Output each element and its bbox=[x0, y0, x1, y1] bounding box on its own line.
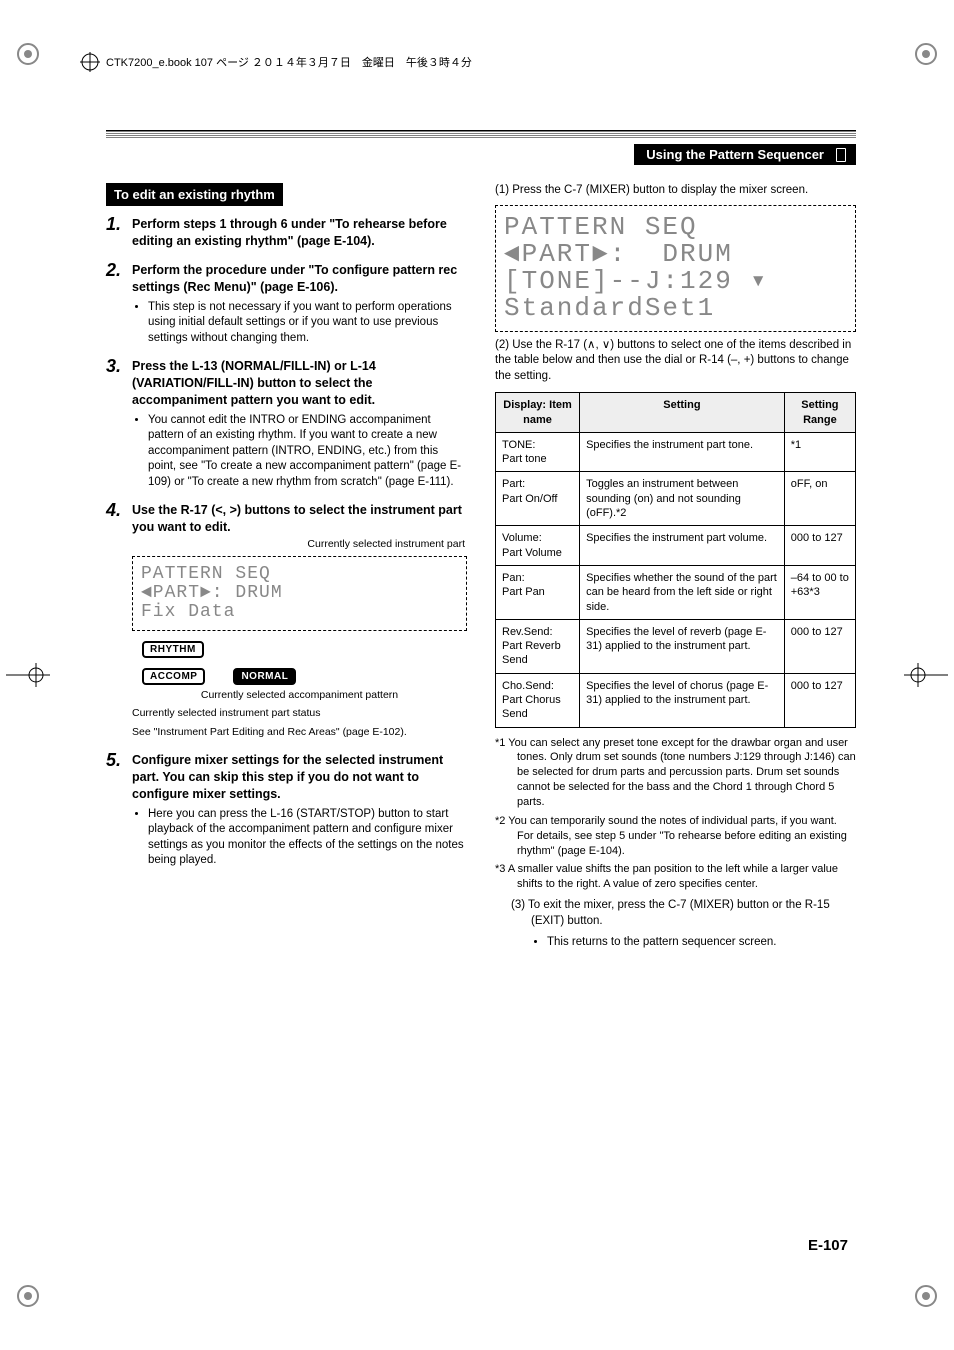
step-title: Perform steps 1 through 6 under "To rehe… bbox=[132, 216, 467, 250]
step-title: Configure mixer settings for the selecte… bbox=[132, 752, 467, 803]
reg-mark-icon bbox=[14, 40, 42, 68]
substep-3: (3) To exit the mixer, press the C-7 (MI… bbox=[495, 898, 856, 929]
reg-cross-icon bbox=[904, 663, 948, 687]
footnote: *3 A smaller value shifts the pan positi… bbox=[495, 862, 856, 892]
td: *1 bbox=[784, 432, 855, 472]
book-header: CTK7200_e.book 107 ページ ２０１４年３月７日 金曜日 午後３… bbox=[80, 52, 472, 72]
subheading: To edit an existing rhythm bbox=[106, 183, 283, 206]
td: Part: Part On/Off bbox=[496, 472, 580, 526]
lcd-caption: Currently selected accompaniment pattern bbox=[132, 689, 467, 701]
td: Toggles an instrument between sounding (… bbox=[580, 472, 785, 526]
lcd-caption: Currently selected instrument part bbox=[134, 538, 465, 550]
td: Specifies whether the sound of the part … bbox=[580, 565, 785, 619]
lcd-display: PATTERN SEQ ◄PART►: DRUM [TONE]--J:129 ▾… bbox=[495, 205, 856, 332]
accomp-badge: ACCOMP bbox=[142, 668, 205, 685]
substep-1: (1) Press the C-7 (MIXER) button to disp… bbox=[495, 183, 856, 199]
rule-lines bbox=[106, 130, 856, 138]
td: Cho.Send: Part Chorus Send bbox=[496, 673, 580, 727]
td: Pan: Part Pan bbox=[496, 565, 580, 619]
bullet: This step is not necessary if you want t… bbox=[148, 300, 467, 347]
reg-cross-icon bbox=[6, 663, 50, 687]
section-title: Using the Pattern Sequencer bbox=[634, 144, 856, 165]
step-2: Perform the procedure under "To configur… bbox=[106, 262, 467, 346]
td: TONE: Part tone bbox=[496, 432, 580, 472]
td: Specifies the instrument part tone. bbox=[580, 432, 785, 472]
step-title: Use the R-17 (<, >) buttons to select th… bbox=[132, 502, 467, 536]
step-4: Use the R-17 (<, >) buttons to select th… bbox=[106, 502, 467, 740]
bullet: This returns to the pattern sequencer sc… bbox=[547, 935, 856, 951]
reg-mark-icon bbox=[912, 1282, 940, 1310]
reg-mark-icon bbox=[14, 1282, 42, 1310]
reg-mark-icon bbox=[912, 40, 940, 68]
th: Setting Range bbox=[784, 393, 855, 433]
td: 000 to 127 bbox=[784, 673, 855, 727]
td: Specifies the level of chorus (page E-31… bbox=[580, 673, 785, 727]
step-1: Perform steps 1 through 6 under "To rehe… bbox=[106, 216, 467, 250]
substep-2: (2) Use the R-17 (∧, ∨) buttons to selec… bbox=[495, 338, 856, 385]
bullet: You cannot edit the INTRO or ENDING acco… bbox=[148, 413, 467, 491]
td: –64 to 00 to +63*3 bbox=[784, 565, 855, 619]
page-number: E-107 bbox=[808, 1237, 848, 1254]
th: Setting bbox=[580, 393, 785, 433]
td: oFF, on bbox=[784, 472, 855, 526]
step-3: Press the L-13 (NORMAL/FILL-IN) or L-14 … bbox=[106, 358, 467, 490]
bullet: Here you can press the L-16 (START/STOP)… bbox=[148, 807, 467, 869]
lcd-text: PATTERN SEQ ◄PART►: DRUM [TONE]--J:129 ▾… bbox=[500, 210, 851, 327]
step-5: Configure mixer settings for the selecte… bbox=[106, 752, 467, 869]
note: Currently selected instrument part statu… bbox=[132, 707, 467, 721]
step-title: Perform the procedure under "To configur… bbox=[132, 262, 467, 296]
normal-badge: NORMAL bbox=[233, 668, 296, 685]
td: 000 to 127 bbox=[784, 526, 855, 566]
td: Volume: Part Volume bbox=[496, 526, 580, 566]
td: Specifies the level of reverb (page E-31… bbox=[580, 619, 785, 673]
settings-table: Display: Item name Setting Setting Range… bbox=[495, 392, 856, 727]
footnotes: *1 You can select any preset tone except… bbox=[495, 736, 856, 892]
td: Specifies the instrument part volume. bbox=[580, 526, 785, 566]
book-header-text: CTK7200_e.book 107 ページ ２０１４年３月７日 金曜日 午後３… bbox=[106, 54, 472, 70]
lcd-display: PATTERN SEQ ◄PART►: DRUM Fix Data bbox=[132, 556, 467, 631]
rhythm-badge: RHYTHM bbox=[142, 641, 204, 658]
td: Rev.Send: Part Reverb Send bbox=[496, 619, 580, 673]
step-title: Press the L-13 (NORMAL/FILL-IN) or L-14 … bbox=[132, 358, 467, 409]
lcd-text: PATTERN SEQ ◄PART►: DRUM Fix Data bbox=[137, 561, 462, 626]
target-icon bbox=[80, 52, 100, 72]
footnote: *2 You can temporarily sound the notes o… bbox=[495, 814, 856, 859]
th: Display: Item name bbox=[496, 393, 580, 433]
footnote: *1 You can select any preset tone except… bbox=[495, 736, 856, 810]
note: See "Instrument Part Editing and Rec Are… bbox=[132, 726, 467, 740]
td: 000 to 127 bbox=[784, 619, 855, 673]
